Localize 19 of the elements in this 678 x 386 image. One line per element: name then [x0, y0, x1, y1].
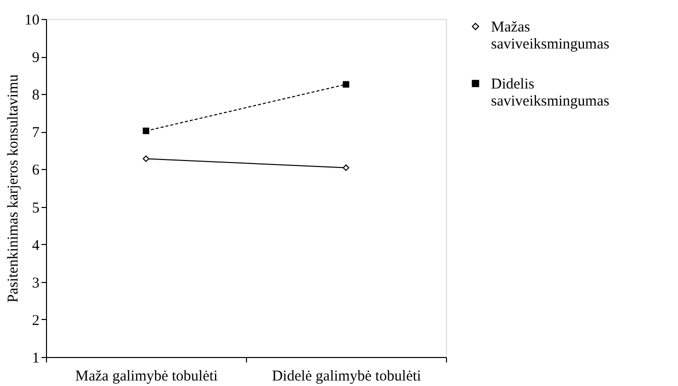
y-tick-label: 1: [32, 350, 40, 366]
point: [342, 81, 350, 88]
y-tick-label: 8: [32, 88, 40, 104]
legend-label: Mažas saviveiksmingumas: [491, 20, 610, 52]
y-tick-label: 7: [32, 125, 40, 142]
y-tick-label: 2: [32, 312, 40, 329]
point: [142, 128, 150, 134]
point: [142, 155, 150, 162]
y-tick-label: 5: [32, 200, 40, 216]
point: [342, 164, 350, 171]
y-tick-label: 3: [32, 275, 40, 292]
x-tick-label: Maža galimybė tobulėti: [75, 368, 218, 384]
y-tick-label: 4: [32, 238, 40, 254]
y-tick-label: 6: [32, 162, 40, 179]
y-tick-label: 9: [32, 50, 40, 66]
y-tick-label: 10: [24, 12, 40, 28]
legend-label: Didelis saviveiksmingumas: [491, 76, 610, 110]
y-axis-title: Pasitenkinimas karjeros konsultavimu: [6, 74, 22, 303]
x-tick-label: Didelė galimybė tobulėti: [272, 368, 422, 384]
